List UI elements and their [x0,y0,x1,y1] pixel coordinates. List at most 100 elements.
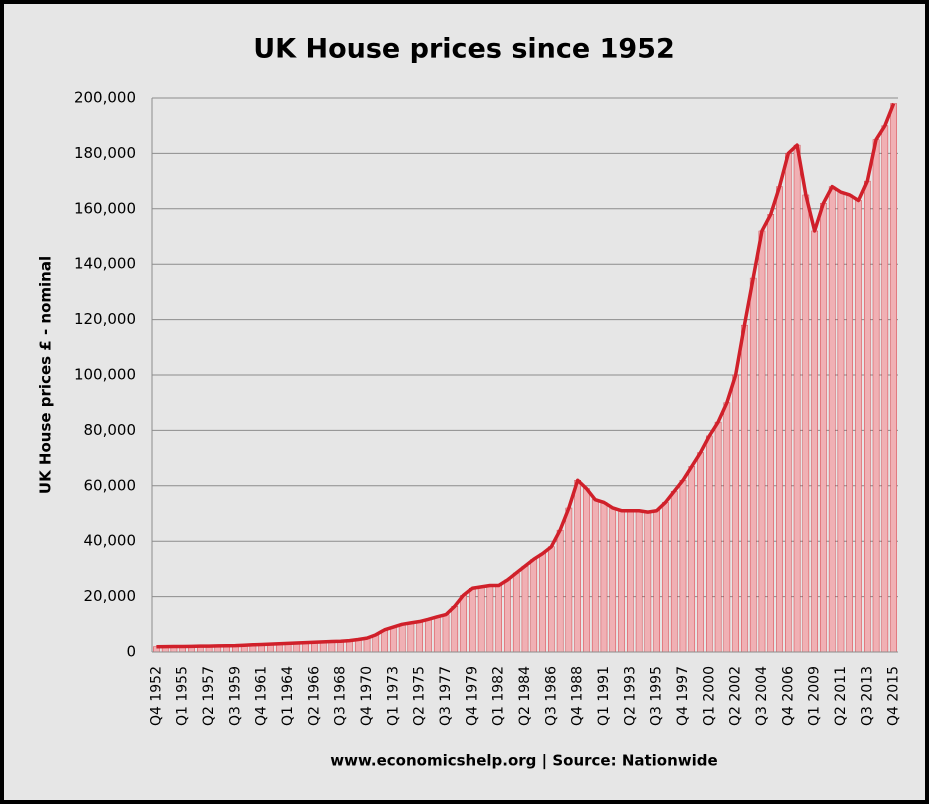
bar [820,203,827,653]
bar [785,153,792,653]
y-tick-label: 40,000 [84,532,137,550]
x-tick-label: Q3 1959 [227,666,243,726]
bar [723,402,731,653]
bar [407,622,415,653]
y-tick-label: 180,000 [74,144,136,162]
x-tick-label: Q4 1997 [675,666,691,726]
x-tick-label: Q1 1973 [385,666,401,726]
bar [574,480,581,653]
bar [486,585,494,653]
bar [583,488,590,653]
bar [714,421,722,653]
y-tick-label: 140,000 [74,255,136,273]
bar [381,629,388,653]
bar [600,502,608,653]
bar [688,466,696,653]
bar [644,511,652,653]
x-tick-label: Q2 1975 [412,666,428,726]
bar [855,200,862,653]
bar [390,626,397,653]
bar [662,502,669,653]
x-tick-label: Q3 1986 [543,666,559,726]
bar [451,606,459,653]
bar [697,452,704,653]
bar [548,546,555,653]
x-tick-label: Q2 2002 [728,666,744,726]
x-tick-label: Q2 1966 [306,666,322,726]
x-tick-label: Q3 2013 [859,666,875,726]
bar [556,529,564,653]
bar [398,624,406,653]
bar [881,125,889,653]
bar [539,553,546,653]
x-tick-label: Q4 1961 [254,666,270,726]
x-tick-label: Q1 1991 [596,666,612,726]
x-tick-label: Q3 1977 [438,666,454,726]
bar [758,230,766,653]
bar [828,186,836,653]
x-tick-label: Q1 2000 [701,666,717,726]
bar [627,510,634,653]
bar [749,277,757,653]
bar [504,579,511,653]
x-tick-label: Q4 2006 [780,666,796,726]
bar [890,103,897,653]
bar [433,616,441,653]
bar [530,559,538,653]
x-tick-label: Q4 1970 [359,666,375,726]
y-axis-label: UK House prices £ - nominal [37,256,55,494]
x-tick-label: Q3 2004 [754,666,770,726]
bar [837,191,845,653]
x-tick-label: Q1 2009 [807,666,823,726]
bar [776,186,783,653]
bar [732,374,739,653]
bar [460,595,467,653]
x-tick-label: Q1 1964 [280,666,296,726]
x-tick-label: Q1 1982 [491,666,507,726]
bar [416,621,423,653]
bar [846,194,854,653]
bar [565,507,573,653]
x-tick-label: Q4 1988 [570,666,586,726]
y-tick-label: 120,000 [74,310,136,328]
bar [512,572,520,653]
x-tick-label: Q3 1995 [649,666,665,726]
bar [609,507,617,653]
x-tick-label: Q4 1952 [148,666,164,726]
caption: www.economicshelp.org | Source: Nationwi… [330,752,717,771]
bar [477,586,485,653]
y-tick-label: 0 [126,643,136,661]
line [156,102,896,649]
bar [495,585,502,653]
bar [872,139,880,653]
y-tick-label: 160,000 [74,199,136,217]
x-tick-label: Q2 1993 [622,666,638,726]
y-tick-label: 20,000 [84,587,137,605]
x-tick-label: Q1 1955 [175,666,191,726]
bar [425,619,432,653]
bar [618,510,625,653]
bar [741,324,748,653]
x-tick-label: Q4 2015 [886,666,902,726]
bar [864,180,871,653]
bar [635,510,643,653]
bar [679,480,687,653]
bar [591,499,599,653]
x-tick-label: Q4 1979 [464,666,480,726]
bar [767,214,775,653]
bar [442,614,450,653]
y-tick-label: 80,000 [84,421,137,439]
bar [653,510,660,653]
chart-title: UK House prices since 1952 [253,34,675,65]
bar [802,194,810,653]
y-tick-label: 60,000 [84,476,137,494]
y-tick-label: 100,000 [74,366,136,384]
bar [521,565,529,653]
y-tick-label: 200,000 [74,89,136,107]
x-tick-label: Q2 1984 [517,666,533,726]
bar [793,144,801,653]
x-tick-label: Q2 2011 [833,666,849,726]
x-tick-label: Q2 1957 [201,666,217,726]
bar [811,230,818,653]
